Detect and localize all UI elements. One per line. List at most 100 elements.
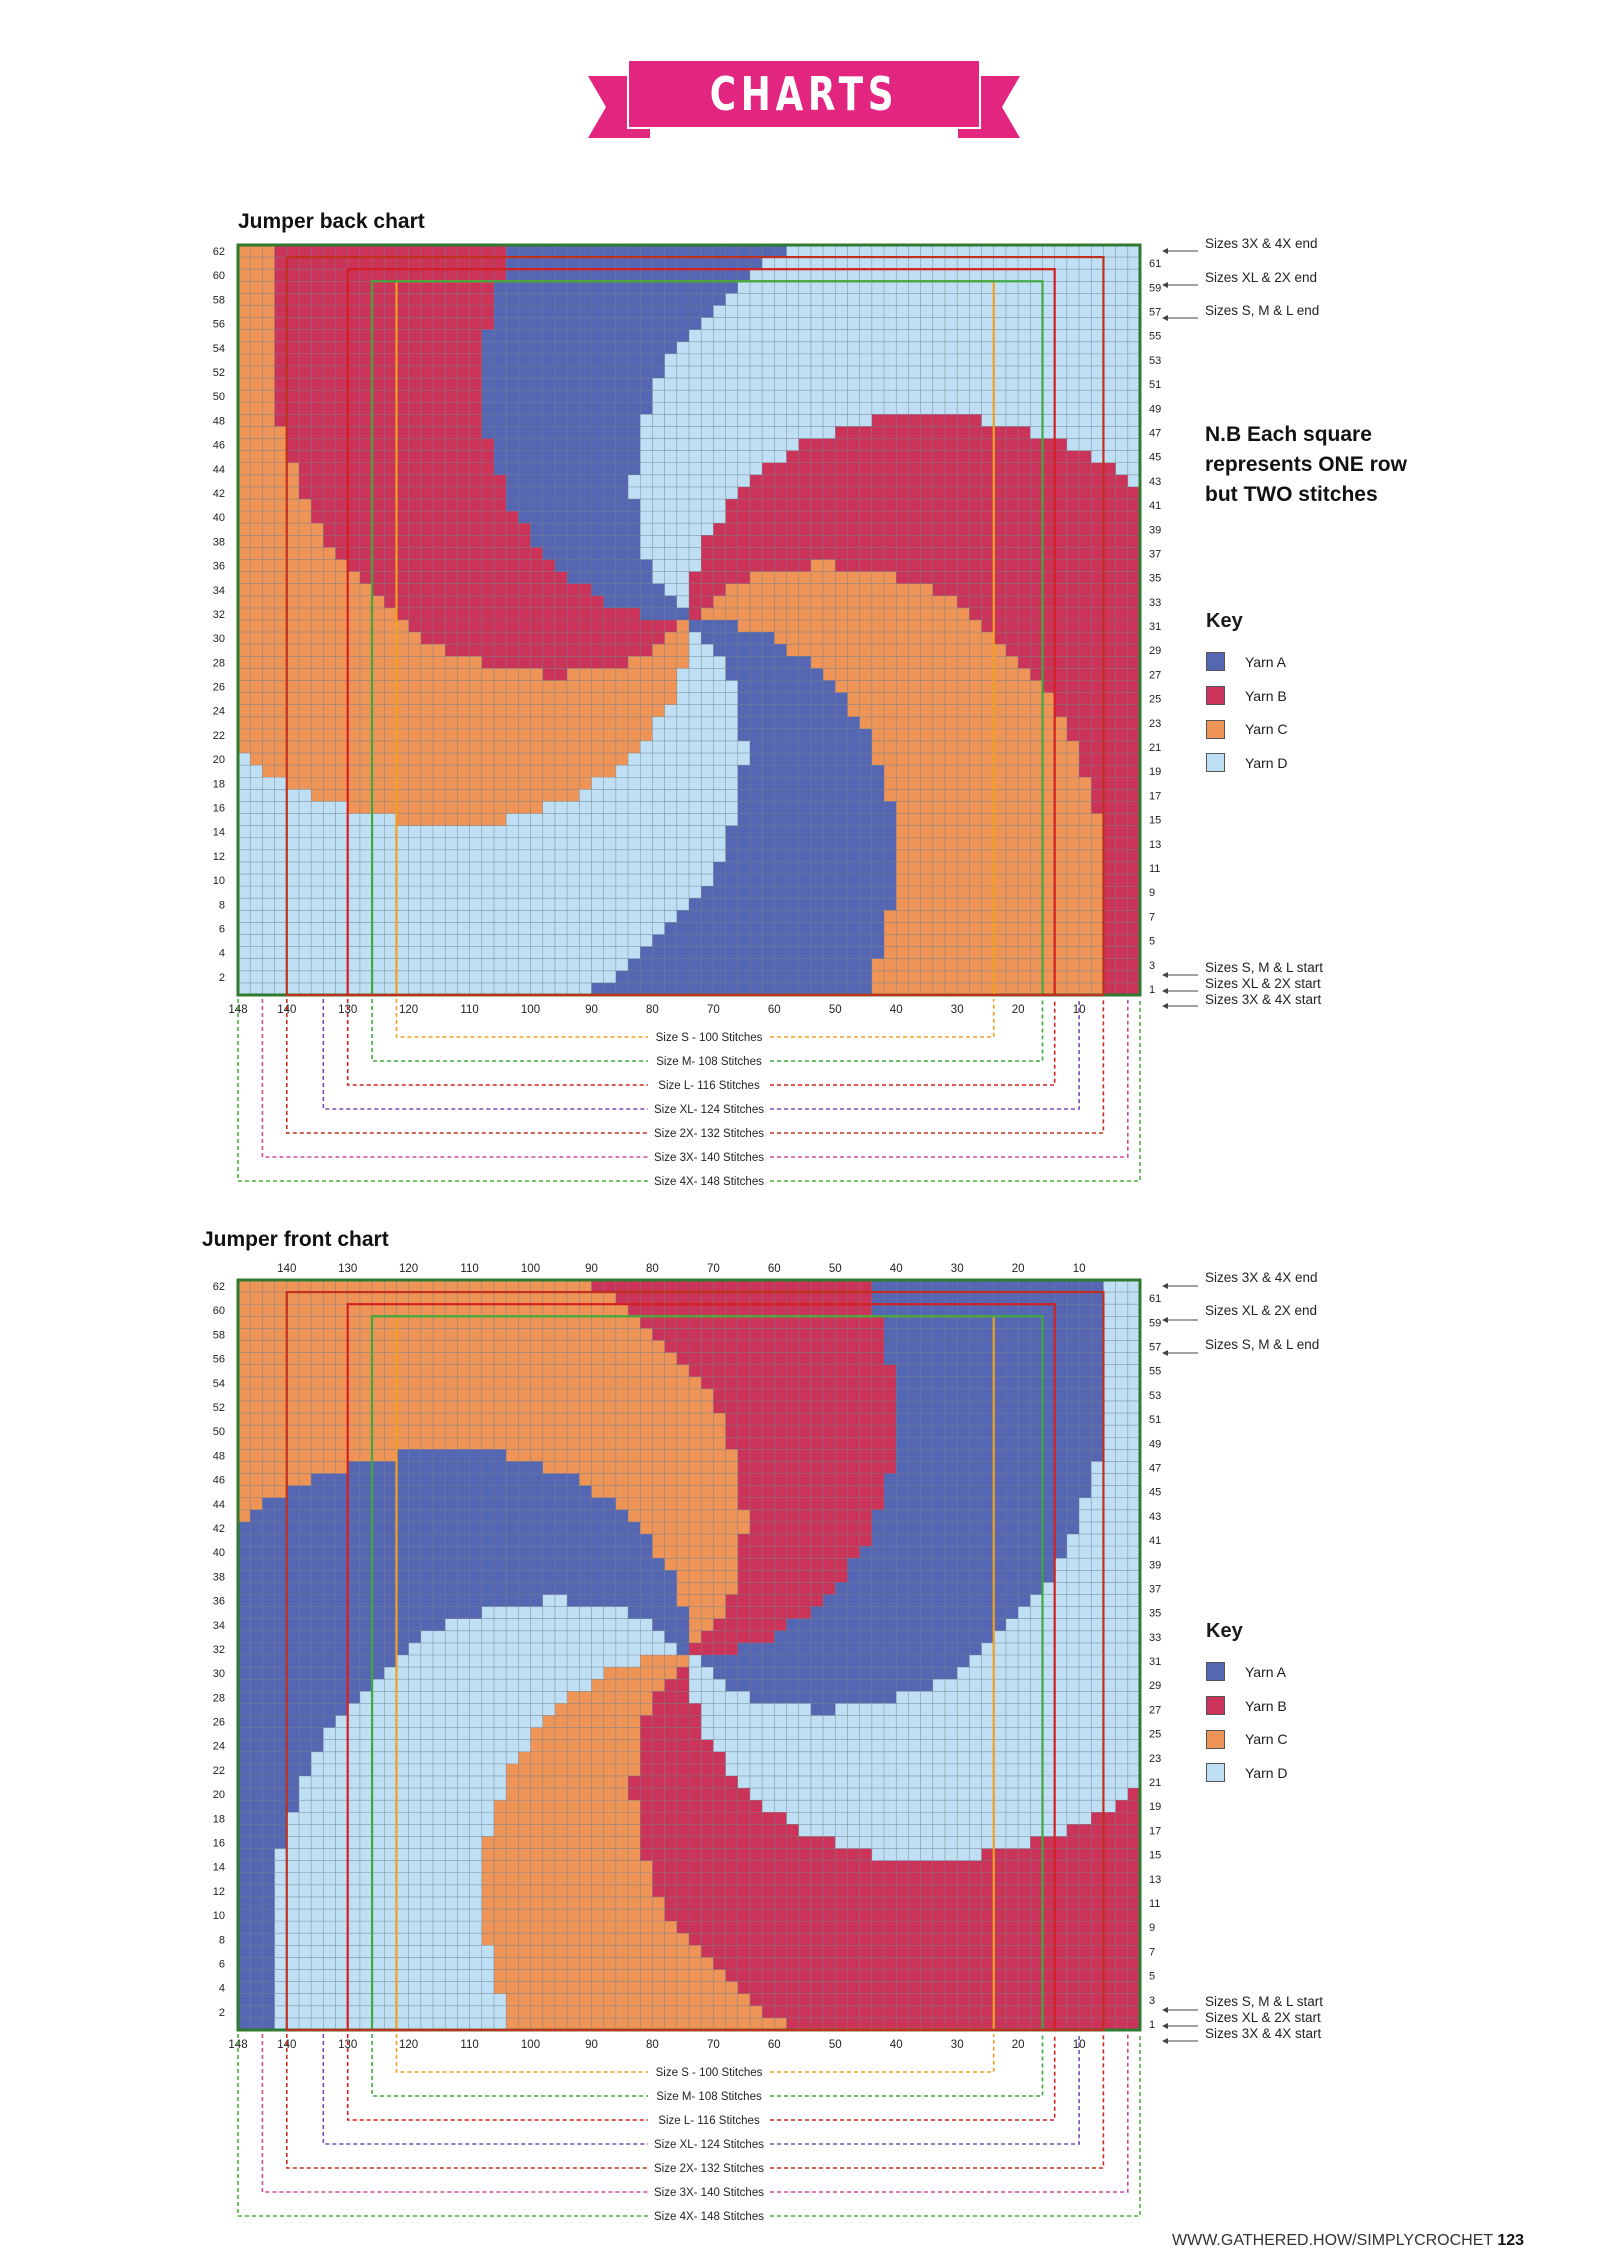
chart-cell — [384, 462, 397, 475]
chart-cell — [786, 281, 799, 294]
chart-cell — [859, 535, 872, 548]
chart-cell — [908, 523, 921, 536]
chart-cell — [433, 317, 446, 330]
chart-cell — [420, 801, 434, 814]
chart-cell — [944, 583, 958, 596]
chart-cell — [603, 245, 616, 258]
chart-cell — [640, 378, 653, 391]
chart-cell — [445, 293, 458, 306]
chart-cell — [884, 607, 897, 620]
chart-cell — [1127, 898, 1140, 911]
chart-cell — [457, 1292, 470, 1305]
chart-cell — [774, 922, 787, 935]
chart-cell — [896, 583, 909, 596]
chart-cell — [1127, 910, 1140, 923]
chart-cell — [372, 1292, 385, 1305]
chart-cell — [579, 765, 592, 778]
chart-cell — [969, 474, 982, 487]
chart-cell — [1018, 861, 1031, 875]
chart-cell — [1127, 922, 1140, 935]
chart-cell — [871, 874, 885, 887]
chart-cell — [579, 1292, 592, 1305]
chart-cell — [1127, 970, 1140, 983]
chart-cell — [713, 958, 726, 971]
chart-cell — [1054, 499, 1067, 512]
chart-cell — [1079, 982, 1092, 995]
chart-cell — [359, 305, 373, 318]
chart-cell — [871, 922, 885, 935]
chart-cell — [1054, 535, 1067, 548]
chart-cell — [238, 874, 251, 887]
chart-cell — [579, 716, 592, 729]
chart-cell — [384, 644, 397, 657]
chart-cell — [396, 450, 409, 463]
chart-cell — [1005, 571, 1019, 584]
chart-cell — [591, 547, 604, 560]
chart-cell — [1042, 632, 1055, 645]
chart-cell — [457, 801, 470, 814]
chart-cell — [579, 245, 592, 258]
chart-cell — [884, 583, 897, 596]
chart-cell — [347, 668, 360, 681]
chart-cell — [1115, 390, 1128, 403]
chart-cell — [359, 607, 373, 620]
chart-cell — [1091, 305, 1104, 318]
chart-cell — [1127, 595, 1140, 608]
chart-cell — [689, 620, 702, 633]
chart-cell — [567, 934, 580, 947]
chart-cell — [689, 486, 702, 500]
chart-cell — [762, 861, 775, 875]
chart-cell — [335, 523, 348, 536]
chart-cell — [457, 740, 470, 754]
chart-cell — [262, 934, 275, 947]
chart-cell — [615, 511, 629, 524]
chart-cell — [493, 486, 507, 500]
chart-cell — [1127, 317, 1140, 330]
chart-cell — [1030, 281, 1043, 294]
chart-cell — [993, 837, 1006, 850]
chart-cell — [1042, 922, 1055, 935]
chart-cell — [969, 535, 982, 548]
chart-cell — [725, 547, 738, 560]
chart-cell — [871, 378, 885, 391]
chart-cell — [920, 462, 933, 475]
chart-cell — [993, 970, 1006, 983]
chart-cell — [311, 789, 324, 802]
chart-cell — [701, 426, 714, 439]
chart-cell — [457, 753, 470, 766]
chart-cell — [957, 293, 970, 306]
chart-cell — [567, 716, 580, 729]
chart-cell — [847, 426, 860, 439]
chart-cell — [676, 607, 689, 620]
chart-cell — [347, 874, 360, 887]
chart-cell — [579, 946, 592, 959]
chart-cell — [1030, 317, 1043, 330]
chart-cell — [640, 765, 653, 778]
chart-cell — [542, 281, 555, 294]
right-row-number: 37 — [1149, 549, 1161, 561]
chart-cell — [835, 365, 848, 379]
chart-cell — [469, 341, 482, 354]
chart-cell — [1127, 535, 1140, 548]
chart-cell — [347, 365, 360, 379]
chart-cell — [725, 958, 738, 971]
chart-cell — [1079, 426, 1092, 439]
chart-cell — [250, 305, 263, 318]
chart-cell — [859, 934, 872, 947]
chart-cell — [250, 922, 263, 935]
chart-cell — [676, 341, 689, 354]
chart-cell — [957, 353, 970, 366]
chart-cell — [372, 390, 385, 403]
chart-cell — [1042, 620, 1055, 633]
chart-cell — [810, 898, 824, 911]
chart-cell — [384, 632, 397, 645]
chart-cell — [774, 353, 787, 366]
chart-cell — [810, 317, 824, 330]
chart-cell — [518, 716, 531, 729]
chart-cell — [981, 837, 994, 850]
chart-cell — [323, 329, 336, 342]
chart-cell — [567, 305, 580, 318]
chart-cell — [506, 474, 519, 487]
chart-cell — [676, 656, 689, 669]
chart-cell — [871, 511, 885, 524]
